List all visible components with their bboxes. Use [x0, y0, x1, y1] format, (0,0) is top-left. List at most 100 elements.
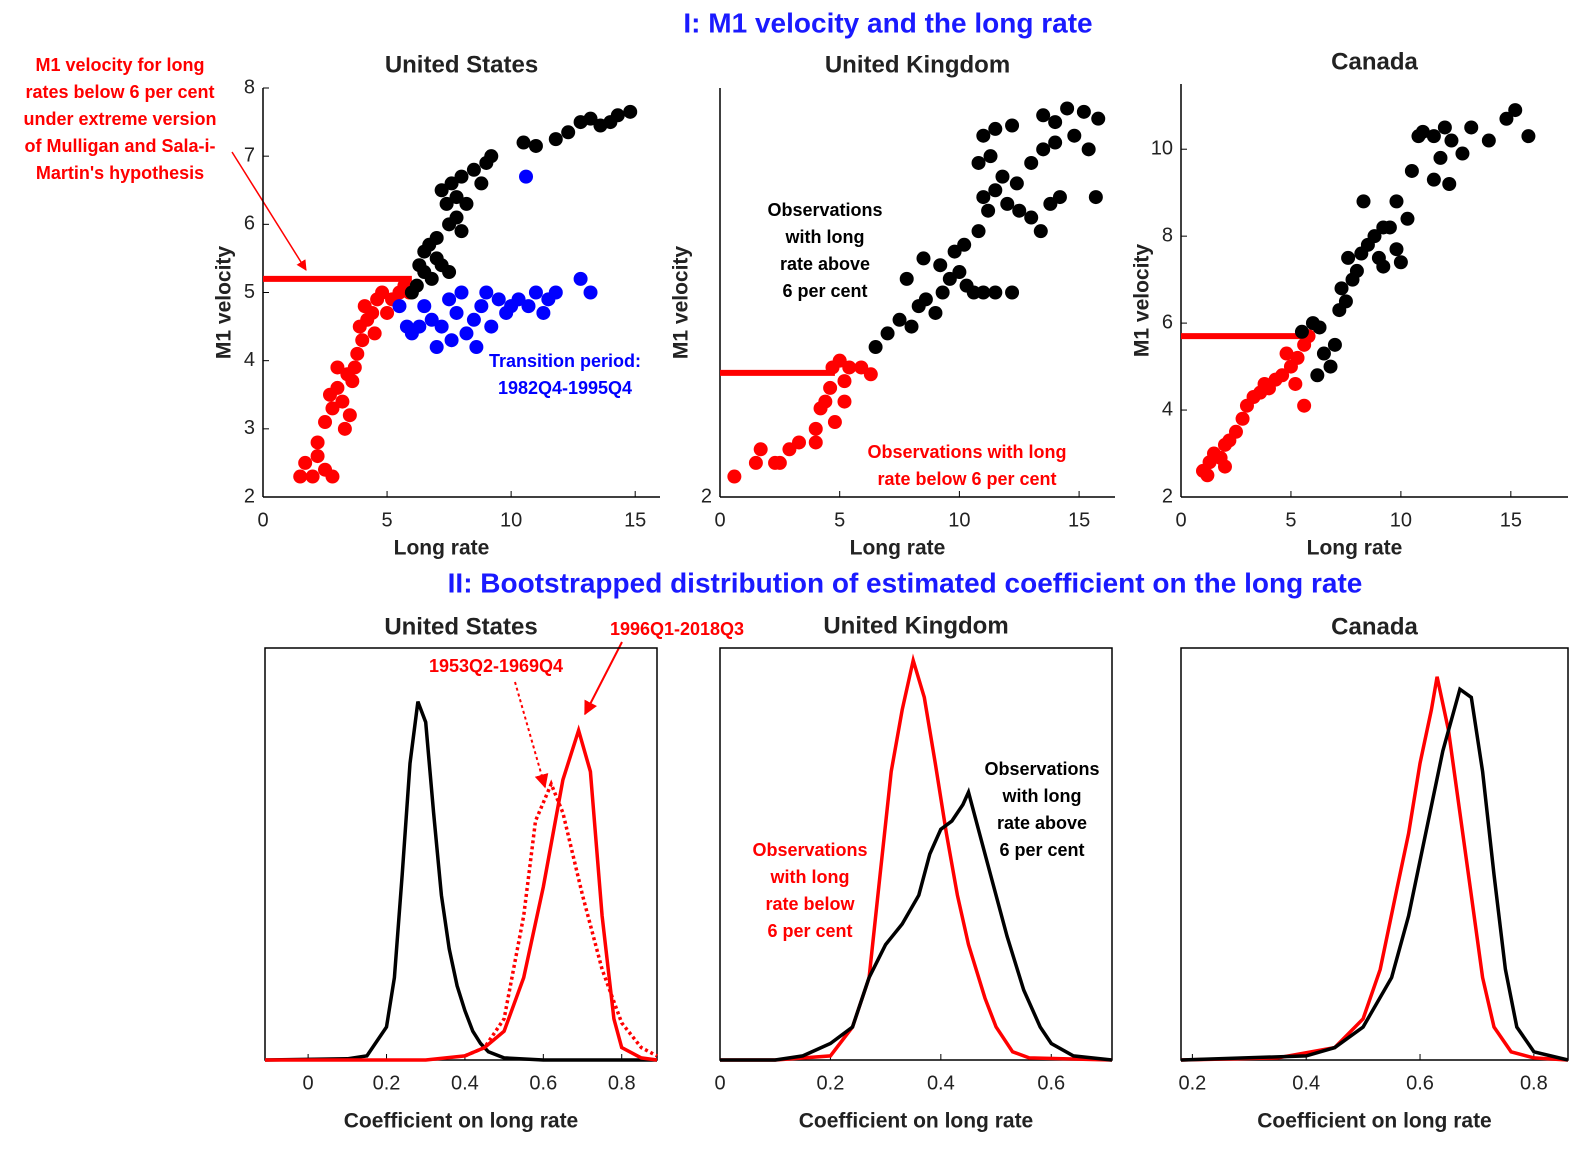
scatter-point — [988, 285, 1003, 300]
scatter-point — [310, 449, 325, 464]
y-tick-label: 2 — [701, 485, 712, 507]
scatter-point — [298, 455, 313, 470]
panel-title: Canada — [1331, 48, 1418, 75]
arrow — [231, 151, 307, 271]
scatter-point — [1310, 368, 1325, 383]
scatter-point — [479, 285, 494, 300]
scatter-point — [899, 271, 914, 286]
x-tick-label: 10 — [948, 509, 970, 531]
x-tick-label: 0.4 — [451, 1072, 479, 1094]
x-tick-label: 10 — [500, 509, 522, 531]
density-line — [265, 724, 658, 1062]
scatter-point — [1521, 129, 1536, 144]
scatter-point — [305, 469, 320, 484]
scatter-point — [434, 183, 449, 198]
scatter-point — [1433, 150, 1448, 165]
scatter-point — [1376, 220, 1391, 235]
density-line — [720, 787, 1113, 1062]
scatter-point — [466, 162, 481, 177]
annotation: 1953Q2-1969Q4 — [429, 656, 563, 676]
scatter-point — [1442, 176, 1457, 191]
scatter-point — [491, 292, 506, 307]
annotation: 1996Q1-2018Q3 — [610, 619, 744, 639]
scatter-point — [935, 285, 950, 300]
scatter-point — [1081, 142, 1096, 157]
scatter-point — [454, 285, 469, 300]
scatter-point — [459, 196, 474, 211]
scatter-point — [474, 176, 489, 191]
x-tick-label: 5 — [834, 509, 845, 531]
x-tick-label: 0.4 — [927, 1072, 955, 1094]
scatter-point — [1404, 163, 1419, 178]
scatter-point — [1048, 115, 1063, 130]
scatter-point — [424, 312, 439, 327]
scatter-point — [392, 299, 407, 314]
scatter-point — [325, 401, 340, 416]
scatter-point — [1367, 229, 1382, 244]
scatter-point — [823, 380, 838, 395]
scatter-point — [981, 203, 996, 218]
scatter-point — [293, 469, 308, 484]
scatter-point — [1036, 108, 1051, 123]
scatter-point — [1334, 281, 1349, 296]
axes-box — [1180, 647, 1569, 1061]
scatter-point — [365, 305, 380, 320]
annotation: Observations — [984, 759, 1099, 779]
scatter-point — [318, 415, 333, 430]
scatter-point — [459, 326, 474, 341]
scatter-point — [1316, 346, 1331, 361]
scatter-point — [1091, 111, 1106, 126]
annotation: Observations with long — [867, 442, 1066, 462]
scatter-point — [1257, 376, 1272, 391]
annotation: 1982Q4-1995Q4 — [498, 378, 632, 398]
scatter-point — [335, 394, 350, 409]
y-axis-label: M1 velocity — [1131, 244, 1154, 358]
x-axis-label: Coefficient on long rate — [1257, 1110, 1492, 1133]
scatter-point — [1036, 142, 1051, 157]
scatter-point — [337, 421, 352, 436]
scatter-point — [442, 292, 457, 307]
density-line — [720, 653, 1113, 1062]
scatter-point — [976, 285, 991, 300]
scatter-point — [1508, 103, 1523, 118]
annotation: of Mulligan and Sala-i- — [24, 136, 215, 156]
scatter-point — [511, 292, 526, 307]
scatter-point — [1389, 194, 1404, 209]
panel-title: United Kingdom — [825, 51, 1010, 78]
scatter-point — [933, 258, 948, 273]
scatter-point — [1217, 459, 1232, 474]
panel: United States 0 5 10 15 2 3 4 5 6 7 8 Long rate M1 ve… — [23, 51, 660, 560]
scatter-point — [1376, 259, 1391, 274]
x-tick-label: 0.8 — [608, 1072, 636, 1094]
annotation: 6 per cent — [999, 840, 1084, 860]
scatter-point — [1327, 337, 1342, 352]
y-tick-label: 3 — [244, 417, 255, 439]
scatter-point — [469, 340, 484, 355]
scatter-point — [330, 360, 345, 375]
x-axis-label: Long rate — [394, 537, 490, 560]
scatter-point — [528, 285, 543, 300]
x-axis-label: Coefficient on long rate — [799, 1110, 1034, 1133]
density-line — [464, 779, 658, 1058]
scatter-point — [367, 326, 382, 341]
scatter-point — [1426, 129, 1441, 144]
scatter-point — [1312, 320, 1327, 335]
axes-box — [264, 647, 658, 1061]
annotation: 6 per cent — [767, 921, 852, 941]
scatter-point — [957, 237, 972, 252]
scatter-point — [1444, 133, 1459, 148]
scatter-point — [1228, 424, 1243, 439]
scatter-point — [1067, 128, 1082, 143]
scatter-point — [310, 435, 325, 450]
scatter-point — [434, 319, 449, 334]
x-tick-label: 5 — [382, 509, 393, 531]
annotation: rate below 6 per cent — [877, 469, 1056, 489]
annotation: Observations — [767, 200, 882, 220]
scatter-point — [1024, 155, 1039, 170]
scatter-point — [417, 299, 432, 314]
scatter-point — [727, 469, 742, 484]
scatter-point — [1279, 346, 1294, 361]
scatter-point — [928, 305, 943, 320]
x-tick-label: 0.6 — [529, 1072, 557, 1094]
